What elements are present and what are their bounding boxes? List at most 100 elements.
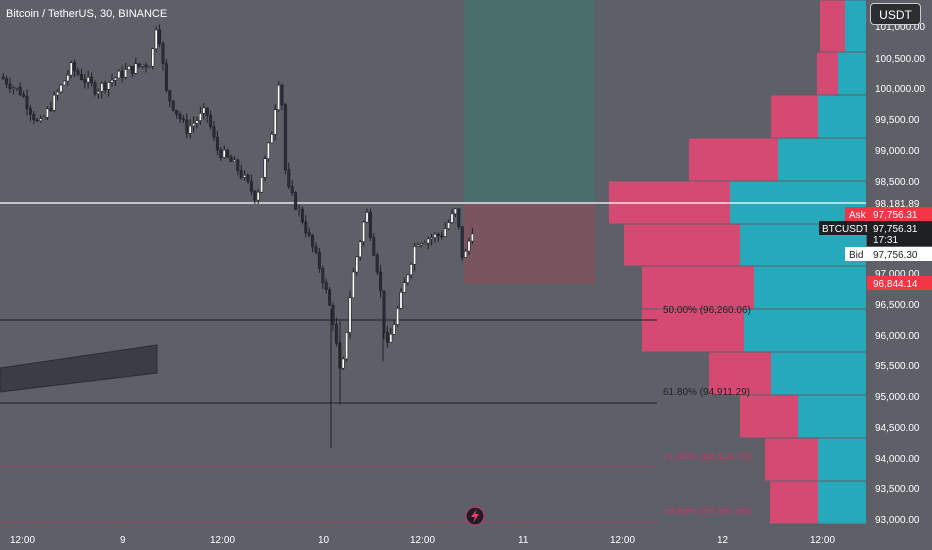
- candle-body: [25, 96, 29, 109]
- volume-profile-buy-bar: [778, 138, 866, 181]
- candle-body: [283, 104, 287, 171]
- time-tick-label: 11: [518, 535, 529, 546]
- candle-body: [5, 78, 9, 85]
- candle-body: [334, 324, 338, 344]
- price-tick-label: 100,500.00: [875, 54, 925, 65]
- candle-body: [52, 94, 56, 111]
- candle-body: [464, 250, 468, 258]
- candle-body: [382, 290, 386, 333]
- candle-body: [219, 149, 223, 158]
- candle-body: [433, 234, 437, 238]
- target-zone[interactable]: [464, 0, 595, 203]
- volume-profile-buy-bar: [818, 95, 866, 138]
- candle-body: [113, 77, 117, 81]
- volume-profile-buy-bar: [838, 52, 866, 95]
- price-tick-label: 94,000.00: [875, 454, 920, 465]
- candle-body: [188, 125, 192, 134]
- candle-body: [161, 43, 165, 64]
- lightning-icon[interactable]: [465, 506, 485, 526]
- bar-countdown: 17:31: [873, 235, 898, 246]
- bid-price-tag: [867, 247, 932, 261]
- candle-body: [440, 235, 444, 238]
- time-tick-label: 12:00: [810, 535, 835, 546]
- candle-body: [202, 107, 206, 114]
- candle-body: [341, 358, 345, 369]
- price-axis[interactable]: 101,000.00 100,500.00 100,000.00 99,500.…: [819, 22, 932, 526]
- candle-body: [304, 221, 308, 234]
- candle-body: [110, 79, 114, 83]
- candle-body: [198, 113, 202, 121]
- candle-body: [314, 246, 318, 253]
- price-tick-label: 98,500.00: [875, 177, 920, 188]
- candle-body: [212, 126, 216, 138]
- volume-profile-sell-bar: [817, 52, 838, 95]
- candle-body: [355, 256, 359, 273]
- candle-body: [294, 192, 298, 210]
- candle-body: [348, 297, 352, 333]
- fib-label-618: 61.80% (94,911.29): [663, 387, 750, 398]
- candle-body: [141, 64, 145, 67]
- channel-drawing[interactable]: [0, 344, 158, 393]
- volume-profile-sell-bar: [709, 352, 771, 395]
- candle-body: [328, 289, 332, 306]
- volume-profile-sell-bar: [624, 224, 740, 266]
- candle-body: [413, 246, 417, 265]
- candle-body: [236, 159, 240, 171]
- fib-label-786: 78.60% (92,991.00): [663, 506, 751, 517]
- bid-tag: [845, 247, 867, 261]
- candle-body: [317, 251, 321, 269]
- volume-profile-buy-bar: [818, 481, 866, 524]
- price-tick-label: 99,500.00: [875, 115, 920, 126]
- stop-zone[interactable]: [464, 203, 595, 284]
- candle-body: [406, 274, 410, 283]
- ask-tag-label: Ask: [849, 210, 867, 221]
- time-tick-label: 12:00: [210, 535, 235, 546]
- volume-profile-sell-bar: [689, 138, 778, 181]
- candle-body: [18, 87, 22, 96]
- candle-body: [253, 190, 257, 201]
- candle-body: [168, 90, 172, 102]
- candle-body: [209, 115, 213, 128]
- price-tick-label: 96,500.00: [875, 300, 920, 311]
- candle-body: [246, 174, 250, 182]
- volume-profile-buy-bar: [744, 309, 866, 352]
- candle-body: [22, 94, 26, 97]
- candle-body: [96, 90, 100, 95]
- candle-body: [375, 254, 379, 273]
- volume-profile-sell-bar: [771, 95, 818, 138]
- volume-profile-sell-bar: [765, 438, 818, 481]
- volume-profile-sell-bar: [770, 481, 818, 524]
- candle-body: [457, 208, 461, 227]
- price-tick-label: 95,000.00: [875, 392, 920, 403]
- candle-body: [256, 191, 260, 201]
- candle-body: [222, 149, 226, 158]
- candle-body: [243, 174, 247, 178]
- candle-body: [181, 118, 185, 121]
- candle-body: [175, 109, 179, 115]
- candle-body: [419, 243, 423, 246]
- price-tick-label: 95,500.00: [875, 361, 920, 372]
- candle-body: [321, 268, 325, 283]
- candle-body: [134, 63, 138, 74]
- currency-button[interactable]: USDT: [870, 3, 921, 25]
- line-price-tag: [866, 196, 932, 210]
- symbol-tag: [819, 221, 867, 235]
- line-price-label: 98,181.89: [875, 199, 920, 210]
- candle-body: [137, 63, 141, 67]
- candle-body: [416, 244, 420, 247]
- time-axis[interactable]: 12:00 9 12:00 10 12:00 11 12:00 12 12:00: [10, 535, 835, 546]
- candle-body: [158, 29, 162, 44]
- candle-body: [287, 169, 291, 187]
- candle-body: [147, 66, 151, 68]
- time-tick-label: 12:00: [610, 535, 635, 546]
- time-tick-label: 12: [717, 535, 729, 546]
- candle-body: [120, 70, 124, 78]
- candle-body: [385, 332, 389, 343]
- candle-body: [171, 100, 175, 111]
- candle-body: [56, 91, 60, 96]
- candle-body: [273, 109, 277, 135]
- candle-body: [69, 62, 73, 76]
- candle-body: [300, 208, 304, 223]
- candle-body: [423, 242, 427, 245]
